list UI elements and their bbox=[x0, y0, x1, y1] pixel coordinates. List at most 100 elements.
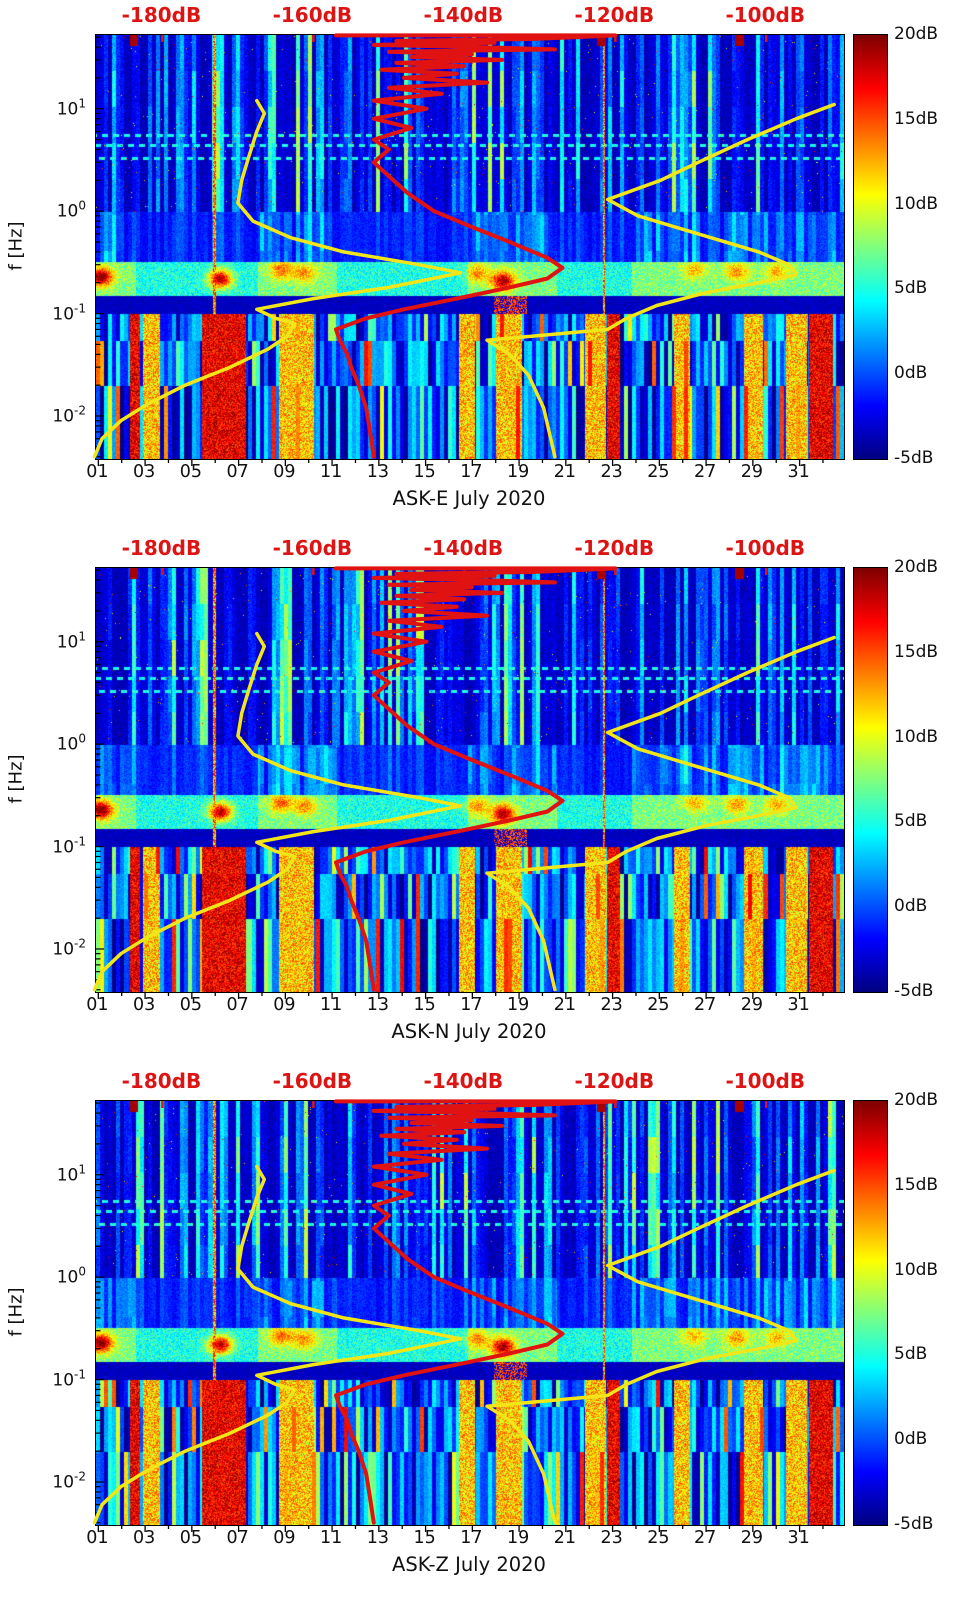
x-tick-label: 29 bbox=[740, 995, 763, 1015]
top-db-label: -180dB bbox=[121, 1069, 202, 1093]
panel-ask-e: -180dB -160dB -140dB -120dB -100dB f [Hz] 10… bbox=[0, 0, 962, 533]
top-db-label: -180dB bbox=[121, 536, 202, 560]
colorbar-tick-label: 5dB bbox=[894, 278, 928, 299]
x-tick-label: 09 bbox=[273, 995, 296, 1015]
spectrogram-plot bbox=[92, 566, 845, 999]
colorbar-tick-label: -5dB bbox=[894, 448, 934, 468]
x-tick-label: 19 bbox=[506, 1528, 530, 1548]
red-spectral-curve bbox=[334, 566, 618, 992]
panel-title: ASK-N July 2020 bbox=[391, 1020, 547, 1043]
yellow-spectral-curve-left bbox=[92, 1164, 463, 1525]
top-db-label: -120dB bbox=[574, 536, 655, 560]
colorbar-gradient bbox=[854, 1101, 887, 1525]
x-tick-label: 01 bbox=[86, 1528, 109, 1548]
spectrogram-plot bbox=[92, 33, 845, 466]
x-tick-label: 21 bbox=[553, 995, 576, 1015]
x-tick-label: 01 bbox=[86, 462, 109, 482]
colorbar-tick-label: 0dB bbox=[894, 896, 928, 917]
x-tick-label: 23 bbox=[600, 1528, 623, 1548]
panel-title: ASK-Z July 2020 bbox=[392, 1553, 546, 1576]
top-db-label: -140dB bbox=[423, 1069, 504, 1093]
y-tick-label: 100 bbox=[56, 1264, 86, 1288]
spectrogram-image bbox=[96, 35, 844, 459]
spectrogram-image bbox=[96, 568, 844, 992]
y-tick-label: 10-2 bbox=[52, 1469, 86, 1493]
x-tick-label: 17 bbox=[460, 995, 483, 1015]
x-tick-label: 05 bbox=[179, 995, 202, 1015]
x-tick-label: 15 bbox=[413, 1528, 436, 1548]
colorbar-tick-label: 10dB bbox=[894, 1259, 939, 1280]
x-tick-label: 13 bbox=[366, 1528, 389, 1548]
x-tick-label: 15 bbox=[413, 995, 436, 1015]
x-tick-label: 21 bbox=[553, 462, 576, 482]
curves-overlay bbox=[92, 1099, 836, 1532]
y-tick-label: 10-1 bbox=[52, 834, 86, 857]
x-tick-label: 05 bbox=[179, 462, 202, 482]
x-tick-label: 07 bbox=[226, 995, 249, 1015]
curves-overlay bbox=[92, 33, 836, 466]
y-tick-label: 101 bbox=[56, 1162, 86, 1186]
colorbar-tick-label: 10dB bbox=[894, 726, 939, 747]
x-tick-label: 23 bbox=[600, 462, 623, 482]
y-tick-label: 10-2 bbox=[52, 403, 86, 427]
yellow-spectral-curve-left bbox=[92, 631, 463, 992]
colorbar-tick-label: 10dB bbox=[894, 193, 939, 214]
x-tick-label: 03 bbox=[132, 1528, 156, 1548]
spectrogram-image bbox=[96, 1101, 844, 1525]
y-axis-label: f [Hz] bbox=[5, 221, 27, 271]
colorbar-tick-label: 20dB bbox=[894, 557, 939, 577]
x-tick-label: 31 bbox=[787, 1528, 810, 1548]
colorbar-tick-label: 0dB bbox=[894, 363, 928, 384]
top-db-axis: -180dB -160dB -140dB -120dB -100dB bbox=[0, 1066, 962, 1098]
x-tick-label: 29 bbox=[740, 1528, 763, 1548]
y-tick-label: 101 bbox=[56, 96, 86, 120]
y-tick-label: 10-2 bbox=[52, 936, 86, 960]
colorbar-gradient bbox=[854, 568, 887, 992]
curves-overlay bbox=[92, 566, 836, 999]
x-tick-label: 21 bbox=[553, 1528, 576, 1548]
panel-ask-n: -180dB -160dB -140dB -120dB -100dB f [Hz] 10… bbox=[0, 533, 962, 1066]
x-tick-label: 13 bbox=[366, 995, 389, 1015]
y-tick-label: 100 bbox=[56, 198, 86, 222]
colorbar bbox=[853, 567, 888, 993]
x-tick-label: 03 bbox=[132, 995, 156, 1015]
y-tick-label: 101 bbox=[56, 629, 86, 653]
panel-ask-z: -180dB -160dB -140dB -120dB -100dB f [Hz] 10… bbox=[0, 1066, 962, 1599]
colorbar-tick-label: 15dB bbox=[894, 108, 939, 129]
top-db-label: -160dB bbox=[272, 3, 353, 27]
panel-title: ASK-E July 2020 bbox=[392, 487, 546, 510]
x-tick-label: 25 bbox=[647, 995, 670, 1015]
x-tick-label: 03 bbox=[132, 462, 156, 482]
x-tick-label: 07 bbox=[226, 1528, 249, 1548]
colorbar-tick-label: 15dB bbox=[894, 641, 939, 662]
x-tick-label: 09 bbox=[273, 462, 296, 482]
x-tick-label: 11 bbox=[319, 995, 343, 1015]
colorbar-tick-label: 5dB bbox=[894, 811, 928, 832]
x-tick-label: 19 bbox=[506, 995, 530, 1015]
top-db-label: -120dB bbox=[574, 1069, 655, 1093]
top-db-label: -100dB bbox=[725, 536, 806, 560]
x-tick-label: 23 bbox=[600, 995, 623, 1015]
spectrogram-plot bbox=[92, 1099, 845, 1532]
colorbar-tick-label: 5dB bbox=[894, 1344, 928, 1365]
x-tick-label: 27 bbox=[693, 462, 717, 482]
y-tick-label: 100 bbox=[56, 731, 86, 755]
x-tick-label: 19 bbox=[506, 462, 530, 482]
x-tick-label: 31 bbox=[787, 995, 810, 1015]
x-tick-label: 17 bbox=[460, 1528, 483, 1548]
x-tick-label: 15 bbox=[413, 462, 436, 482]
colorbar-gradient bbox=[854, 35, 887, 459]
top-db-axis: -180dB -160dB -140dB -120dB -100dB bbox=[0, 0, 962, 32]
colorbar-tick-label: 15dB bbox=[894, 1174, 939, 1195]
x-tick-label: 25 bbox=[647, 462, 670, 482]
colorbar-tick-label: -5dB bbox=[894, 1514, 934, 1534]
colorbar-tick-label: 20dB bbox=[894, 24, 939, 44]
x-tick-label: 17 bbox=[460, 462, 483, 482]
top-db-label: -160dB bbox=[272, 1069, 353, 1093]
red-spectral-curve bbox=[334, 33, 618, 459]
x-tick-label: 05 bbox=[179, 1528, 202, 1548]
y-tick-label: 10-1 bbox=[52, 301, 86, 324]
colorbar bbox=[853, 34, 888, 460]
top-db-axis: -180dB -160dB -140dB -120dB -100dB bbox=[0, 533, 962, 565]
top-db-label: -160dB bbox=[272, 536, 353, 560]
